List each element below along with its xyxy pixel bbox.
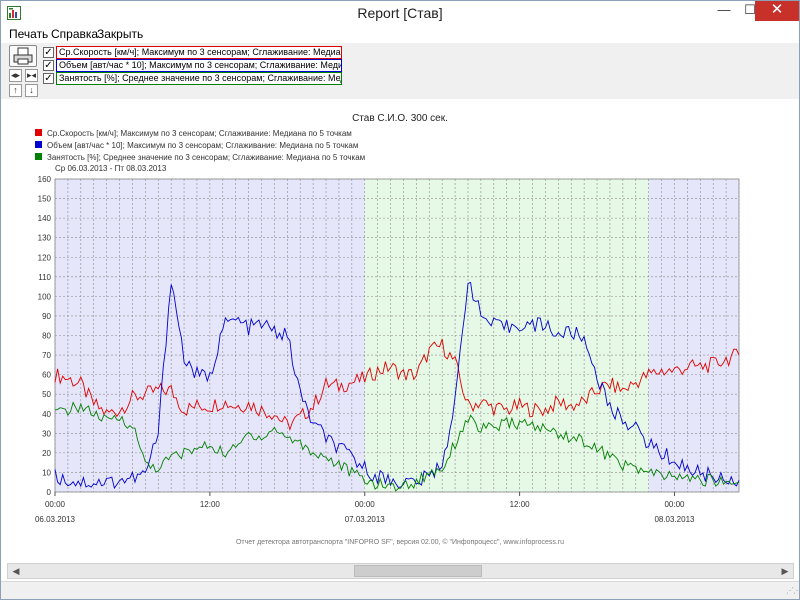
legend-entry: Ср.Скорость [км/ч]; Максимум по 3 сенсор… bbox=[47, 129, 352, 138]
x-tick-date-label: 06.03.2013 bbox=[35, 515, 76, 524]
speed-series-text: Ср.Скорость [км/ч]; Максимум по 3 сенсор… bbox=[59, 47, 341, 57]
traffic-chart: Став С.И.О. 300 сек.Ср.Скорость [км/ч]; … bbox=[35, 113, 740, 524]
fit-horizontal-icon: ◂▸ bbox=[10, 70, 21, 80]
x-tick-time-label: 00:00 bbox=[355, 500, 376, 509]
scroll-thumb[interactable] bbox=[354, 565, 482, 577]
y-tick-label: 80 bbox=[42, 332, 51, 341]
window-title: Report [Став] bbox=[357, 5, 443, 21]
scroll-down-icon: ↓ bbox=[29, 85, 34, 95]
speed-series-label[interactable]: Ср.Скорость [км/ч]; Максимум по 3 сенсор… bbox=[56, 46, 342, 59]
legend-entry: Занятость [%]; Среднее значение по 3 сен… bbox=[47, 153, 365, 162]
status-bar: ⋰⋰ bbox=[1, 581, 799, 599]
y-tick-label: 40 bbox=[42, 410, 51, 419]
legend-swatch bbox=[35, 153, 42, 160]
x-tick-date-label: 08.03.2013 bbox=[654, 515, 695, 524]
speed-series-checkbox[interactable]: ✓ bbox=[43, 47, 54, 58]
report-footer: Отчет детектора автотранспорта "INFOPRO … bbox=[235, 539, 565, 546]
series-line-0 bbox=[54, 338, 740, 431]
chart-title: Став С.И.О. 300 сек. bbox=[352, 113, 448, 124]
collapse-horizontal-icon: ▸◂ bbox=[26, 70, 37, 80]
x-tick-time-label: 00:00 bbox=[664, 500, 685, 509]
menu-help[interactable]: Справка bbox=[51, 27, 99, 41]
scroll-down-button[interactable]: ↓ bbox=[25, 84, 38, 97]
occupancy-series-text: Занятость [%]; Среднее значение по 3 сен… bbox=[59, 73, 341, 83]
y-tick-label: 10 bbox=[42, 468, 51, 477]
shaded-band-night bbox=[648, 179, 739, 492]
y-tick-label: 130 bbox=[38, 234, 52, 243]
y-tick-label: 150 bbox=[38, 195, 52, 204]
y-tick-label: 160 bbox=[38, 175, 52, 184]
title-bar[interactable]: Report [Став] — ☐ ✕ bbox=[1, 1, 799, 25]
y-tick-label: 110 bbox=[38, 273, 51, 282]
x-tick-time-label: 12:00 bbox=[200, 500, 221, 509]
resize-grip-icon[interactable]: ⋰⋰ bbox=[786, 586, 800, 595]
plot-frame bbox=[54, 178, 740, 493]
x-tick-time-label: 00:00 bbox=[45, 500, 66, 509]
occupancy-series-checkbox[interactable]: ✓ bbox=[43, 73, 54, 84]
menu-print[interactable]: Печать bbox=[9, 27, 49, 41]
checkmark-icon: ✓ bbox=[44, 73, 53, 84]
y-tick-label: 70 bbox=[42, 351, 51, 360]
x-tick-date-label: 07.03.2013 bbox=[345, 515, 386, 524]
toolbar: ◂▸ ▸◂ ↑ ↓ ✓ Ср.Скорость [км/ч]; Максимум… bbox=[1, 43, 799, 99]
y-tick-label: 30 bbox=[42, 429, 51, 438]
menu-bar: Печать Справка Закрыть bbox=[1, 25, 799, 43]
chart-area: Став С.И.О. 300 сек. Ср.Скорость [км/ч]; … bbox=[1, 99, 799, 559]
scroll-left-icon[interactable]: ◀ bbox=[12, 566, 20, 576]
minimize-button[interactable]: — bbox=[717, 2, 731, 17]
close-button[interactable]: ✕ bbox=[755, 1, 799, 21]
legend-swatch bbox=[35, 129, 42, 136]
scroll-right-icon[interactable]: ▶ bbox=[781, 566, 789, 576]
x-tick-time-label: 12:00 bbox=[510, 500, 531, 509]
volume-series-text: Объем [авт/час * 10]; Максимум по 3 сенс… bbox=[59, 60, 341, 70]
y-tick-label: 60 bbox=[42, 371, 51, 380]
y-tick-label: 20 bbox=[42, 449, 51, 458]
series-line-1 bbox=[54, 281, 740, 490]
horizontal-scrollbar[interactable]: ◀ ▶ bbox=[7, 563, 794, 579]
occupancy-series-label[interactable]: Занятость [%]; Среднее значение по 3 сен… bbox=[56, 72, 342, 85]
volume-series-checkbox[interactable]: ✓ bbox=[43, 60, 54, 71]
print-icon bbox=[13, 47, 33, 65]
print-button[interactable] bbox=[9, 45, 37, 67]
scroll-up-button[interactable]: ↑ bbox=[9, 84, 22, 97]
legend-entry: Объем [авт/час * 10]; Максимум по 3 сенс… bbox=[47, 141, 358, 150]
fit-horizontal-button[interactable]: ◂▸ bbox=[9, 69, 22, 82]
y-tick-label: 120 bbox=[38, 253, 52, 262]
checkmark-icon: ✓ bbox=[44, 60, 53, 71]
scroll-up-icon: ↑ bbox=[13, 85, 18, 95]
date-range-label: Ср 06.03.2013 - Пт 08.03.2013 bbox=[55, 164, 167, 173]
y-tick-label: 0 bbox=[47, 488, 52, 497]
series-line-2 bbox=[54, 401, 740, 492]
y-tick-label: 90 bbox=[42, 312, 51, 321]
y-tick-label: 100 bbox=[38, 292, 52, 301]
maximize-button[interactable]: ☐ bbox=[744, 2, 756, 17]
y-tick-label: 140 bbox=[38, 214, 52, 223]
menu-close[interactable]: Закрыть bbox=[97, 27, 144, 41]
checkmark-icon: ✓ bbox=[44, 47, 53, 58]
collapse-horizontal-button[interactable]: ▸◂ bbox=[25, 69, 38, 82]
volume-series-label[interactable]: Объем [авт/час * 10]; Максимум по 3 сенс… bbox=[56, 59, 342, 72]
legend-swatch bbox=[35, 141, 42, 148]
report-app-icon bbox=[7, 6, 21, 20]
y-tick-label: 50 bbox=[42, 390, 51, 399]
